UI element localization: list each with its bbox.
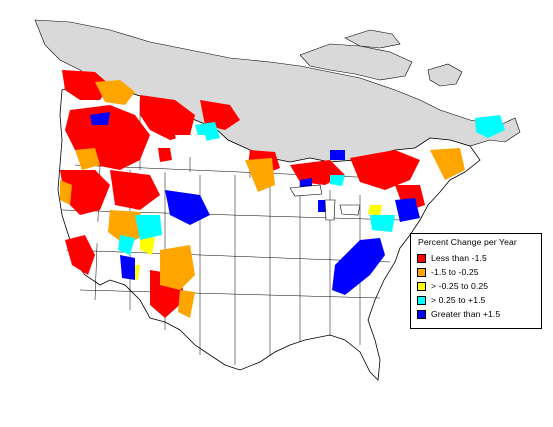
class-greater-than-1-5 xyxy=(90,112,420,295)
arctic-island xyxy=(427,63,463,87)
legend-items: Less than -1.5 -1.5 to -0.25 > -0.25 to 0.… xyxy=(417,251,541,321)
legend-label: > -0.25 to 0.25 xyxy=(431,281,489,291)
legend-swatch xyxy=(417,295,426,305)
legend-label: Less than -1.5 xyxy=(431,253,487,263)
great-lakes xyxy=(289,184,361,221)
legend-swatch xyxy=(417,281,426,291)
legend-label: -1.5 to -0.25 xyxy=(431,267,479,277)
class-0-25-to-1-5 xyxy=(118,115,505,255)
arctic-island xyxy=(299,43,413,81)
legend-label: Greater than +1.5 xyxy=(431,309,501,319)
no-estimate-patches xyxy=(85,135,210,245)
legend-item: Less than -1.5 xyxy=(417,251,541,265)
legend-swatch xyxy=(417,253,426,263)
class-less-than-neg1-5 xyxy=(60,70,425,318)
legend-item: Greater than +1.5 xyxy=(417,307,541,321)
legend-label: > 0.25 to +1.5 xyxy=(431,295,486,305)
legend-swatch xyxy=(417,267,426,277)
legend-item: > 0.25 to +1.5 xyxy=(417,293,541,307)
legend-item: > -0.25 to 0.25 xyxy=(417,279,541,293)
legend-item: -1.5 to -0.25 xyxy=(417,265,541,279)
legend-title: Percent Change per Year xyxy=(418,237,517,247)
class-neg1-5-to-neg0-25 xyxy=(60,80,465,318)
legend: Percent Change per Year Less than -1.5 -1… xyxy=(410,233,542,329)
arctic-island xyxy=(344,29,401,49)
legend-swatch xyxy=(417,309,426,319)
